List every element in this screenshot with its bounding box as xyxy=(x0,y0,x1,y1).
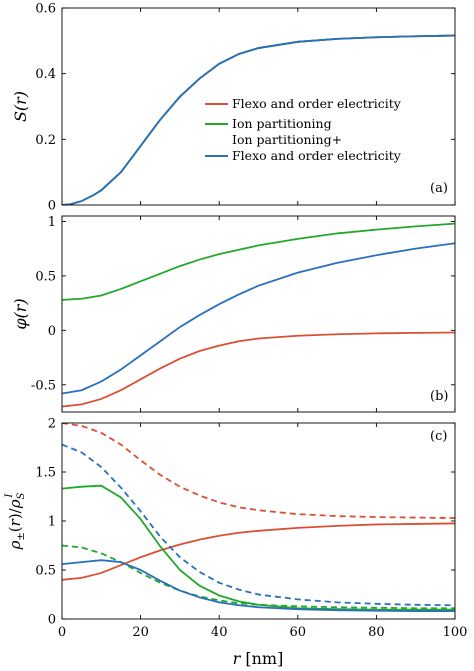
series-group xyxy=(62,222,455,408)
plot-frame xyxy=(61,7,456,206)
legend: Flexo and order electricity Ion partitio… xyxy=(205,96,402,163)
series-line-ion-solid xyxy=(62,484,455,611)
series-line-ion-dashed xyxy=(62,544,455,610)
y-tick-label: 0 xyxy=(48,613,56,628)
y-tick-label: 0.5 xyxy=(35,269,56,284)
y-axis-label: S(r) xyxy=(11,91,30,122)
series-line-flexo-solid xyxy=(62,331,455,408)
series-line-both-solid xyxy=(62,559,455,613)
x-tick-label: 60 xyxy=(290,625,307,640)
x-tick-label: 100 xyxy=(443,625,468,640)
panel-label: (c) xyxy=(430,429,447,444)
y-tick-label: 0.4 xyxy=(35,67,56,82)
y-tick-label: 1 xyxy=(48,215,56,230)
series-group xyxy=(62,34,455,205)
x-tick-label: 40 xyxy=(211,625,228,640)
y-tick-label: 0.5 xyxy=(35,564,56,579)
legend-label-flexo: Flexo and order electricity xyxy=(232,96,402,111)
legend-label-ion: Ion partitioning xyxy=(232,116,332,131)
panel-label: (b) xyxy=(430,389,448,404)
plot-frame xyxy=(61,422,456,620)
x-tick-label: 20 xyxy=(132,625,149,640)
y-tick-label: 0 xyxy=(48,324,56,339)
series-group xyxy=(62,423,455,613)
panel-b: -0.5 0 0.5 1 (b) φ(r) xyxy=(11,215,456,413)
y-tick-label: 1 xyxy=(48,515,56,530)
series-line-flexo-solid xyxy=(62,522,455,581)
series-line-both-solid xyxy=(62,34,455,205)
y-tick-label: 1.5 xyxy=(35,466,56,481)
x-axis-label: r [nm] xyxy=(233,649,284,668)
y-axis-label: φ(r) xyxy=(11,298,30,329)
y-tick-label: 0 xyxy=(48,199,56,214)
series-line-both-solid xyxy=(62,242,455,395)
legend-label-both-line2: Flexo and order electricity xyxy=(232,148,402,163)
panel-a: 0 0.2 0.4 0.6 (a) S(r) xyxy=(11,2,456,214)
legend-label-both-line1: Ion partitioning+ xyxy=(232,132,342,147)
y-axis-label: ρ±(r)/ρSI xyxy=(4,492,27,550)
y-tick-label: -0.5 xyxy=(31,378,56,393)
y-tick-label: 2 xyxy=(48,417,56,432)
panel-label: (a) xyxy=(430,181,448,196)
y-tick-label: 0.2 xyxy=(35,133,56,148)
x-tick-label: 80 xyxy=(368,625,385,640)
x-tick-label: 0 xyxy=(58,625,66,640)
series-line-flexo-dashed xyxy=(62,423,455,519)
panel-c: 0 20 40 60 80 100 0 0.5 1 1.5 2 (c) ρ±(r)/ρSI xyxy=(4,417,467,641)
series-line-both-dashed xyxy=(62,443,455,607)
series-line-ion-solid xyxy=(62,222,455,301)
plot-frame xyxy=(61,215,456,413)
y-tick-label: 0.6 xyxy=(35,2,56,17)
